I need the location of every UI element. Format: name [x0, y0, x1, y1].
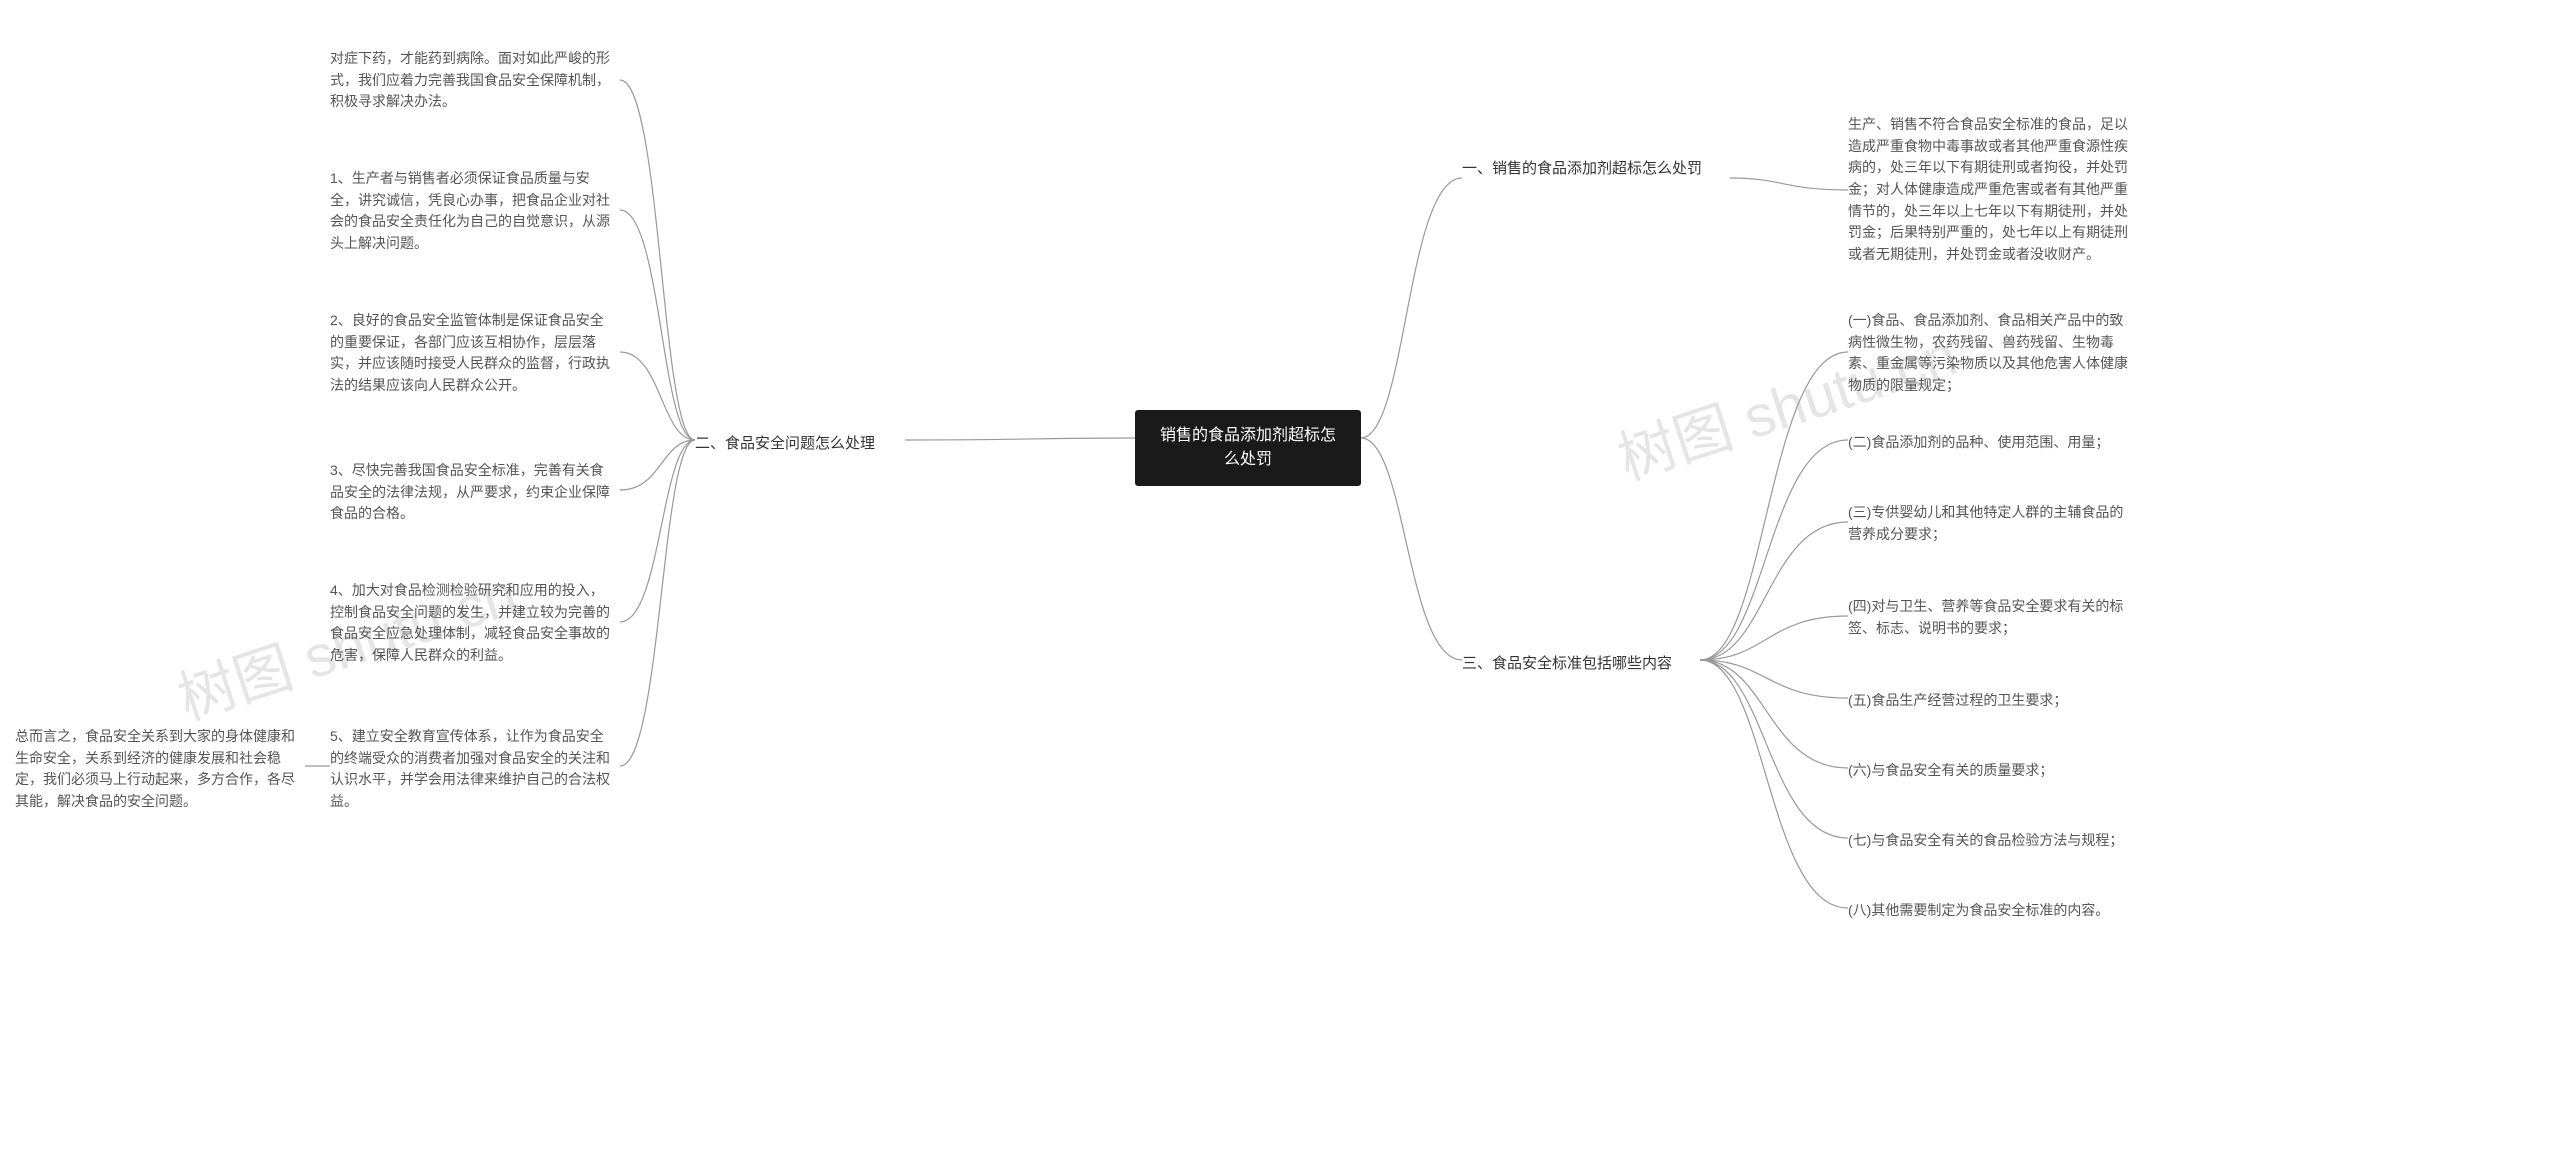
- leaf-l-3: 2、良好的食品安全监管体制是保证食品安全的重要保证，各部门应该互相协作，层层落实…: [330, 310, 610, 397]
- leaf-r2-1: (一)食品、食品添加剂、食品相关产品中的致病性微生物，农药残留、兽药残留、生物毒…: [1848, 310, 2128, 397]
- leaf-r2-6: (六)与食品安全有关的质量要求；: [1848, 760, 2128, 782]
- root-line2: 么处罚: [1157, 448, 1339, 472]
- leaf-l-2: 1、生产者与销售者必须保证食品质量与安全，讲究诚信，凭良心办事，把食品企业对社会…: [330, 168, 610, 255]
- leaf-r2-7: (七)与食品安全有关的食品检验方法与规程；: [1848, 830, 2128, 852]
- branch-right-1: 一、销售的食品添加剂超标怎么处罚: [1462, 157, 1732, 180]
- leaf-r1-1: 生产、销售不符合食品安全标准的食品，足以造成严重食物中毒事故或者其他严重食源性疾…: [1848, 114, 2128, 266]
- root-node: 销售的食品添加剂超标怎 么处罚: [1135, 410, 1361, 486]
- leaf-l-6: 5、建立安全教育宣传体系，让作为食品安全的终端受众的消费者加强对食品安全的关注和…: [330, 726, 610, 813]
- leaf-r2-2: (二)食品添加剂的品种、使用范围、用量；: [1848, 432, 2128, 454]
- root-line1: 销售的食品添加剂超标怎: [1157, 424, 1339, 448]
- leaf-l-1: 对症下药，才能药到病除。面对如此严峻的形式，我们应着力完善我国食品安全保障机制，…: [330, 48, 610, 113]
- leaf-r2-4: (四)对与卫生、营养等食品安全要求有关的标签、标志、说明书的要求；: [1848, 596, 2128, 639]
- leaf-r2-5: (五)食品生产经营过程的卫生要求；: [1848, 690, 2128, 712]
- leaf-l-5: 4、加大对食品检测检验研究和应用的投入，控制食品安全问题的发生，并建立较为完善的…: [330, 580, 610, 667]
- leaf-l-6-extra: 总而言之，食品安全关系到大家的身体健康和生命安全，关系到经济的健康发展和社会稳定…: [15, 726, 295, 813]
- branch-right-2: 三、食品安全标准包括哪些内容: [1462, 652, 1702, 675]
- leaf-r2-3: (三)专供婴幼儿和其他特定人群的主辅食品的营养成分要求；: [1848, 502, 2128, 545]
- leaf-l-4: 3、尽快完善我国食品安全标准，完善有关食品安全的法律法规，从严要求，约束企业保障…: [330, 460, 610, 525]
- branch-left: 二、食品安全问题怎么处理: [695, 432, 905, 455]
- leaf-r2-8: (八)其他需要制定为食品安全标准的内容。: [1848, 900, 2128, 922]
